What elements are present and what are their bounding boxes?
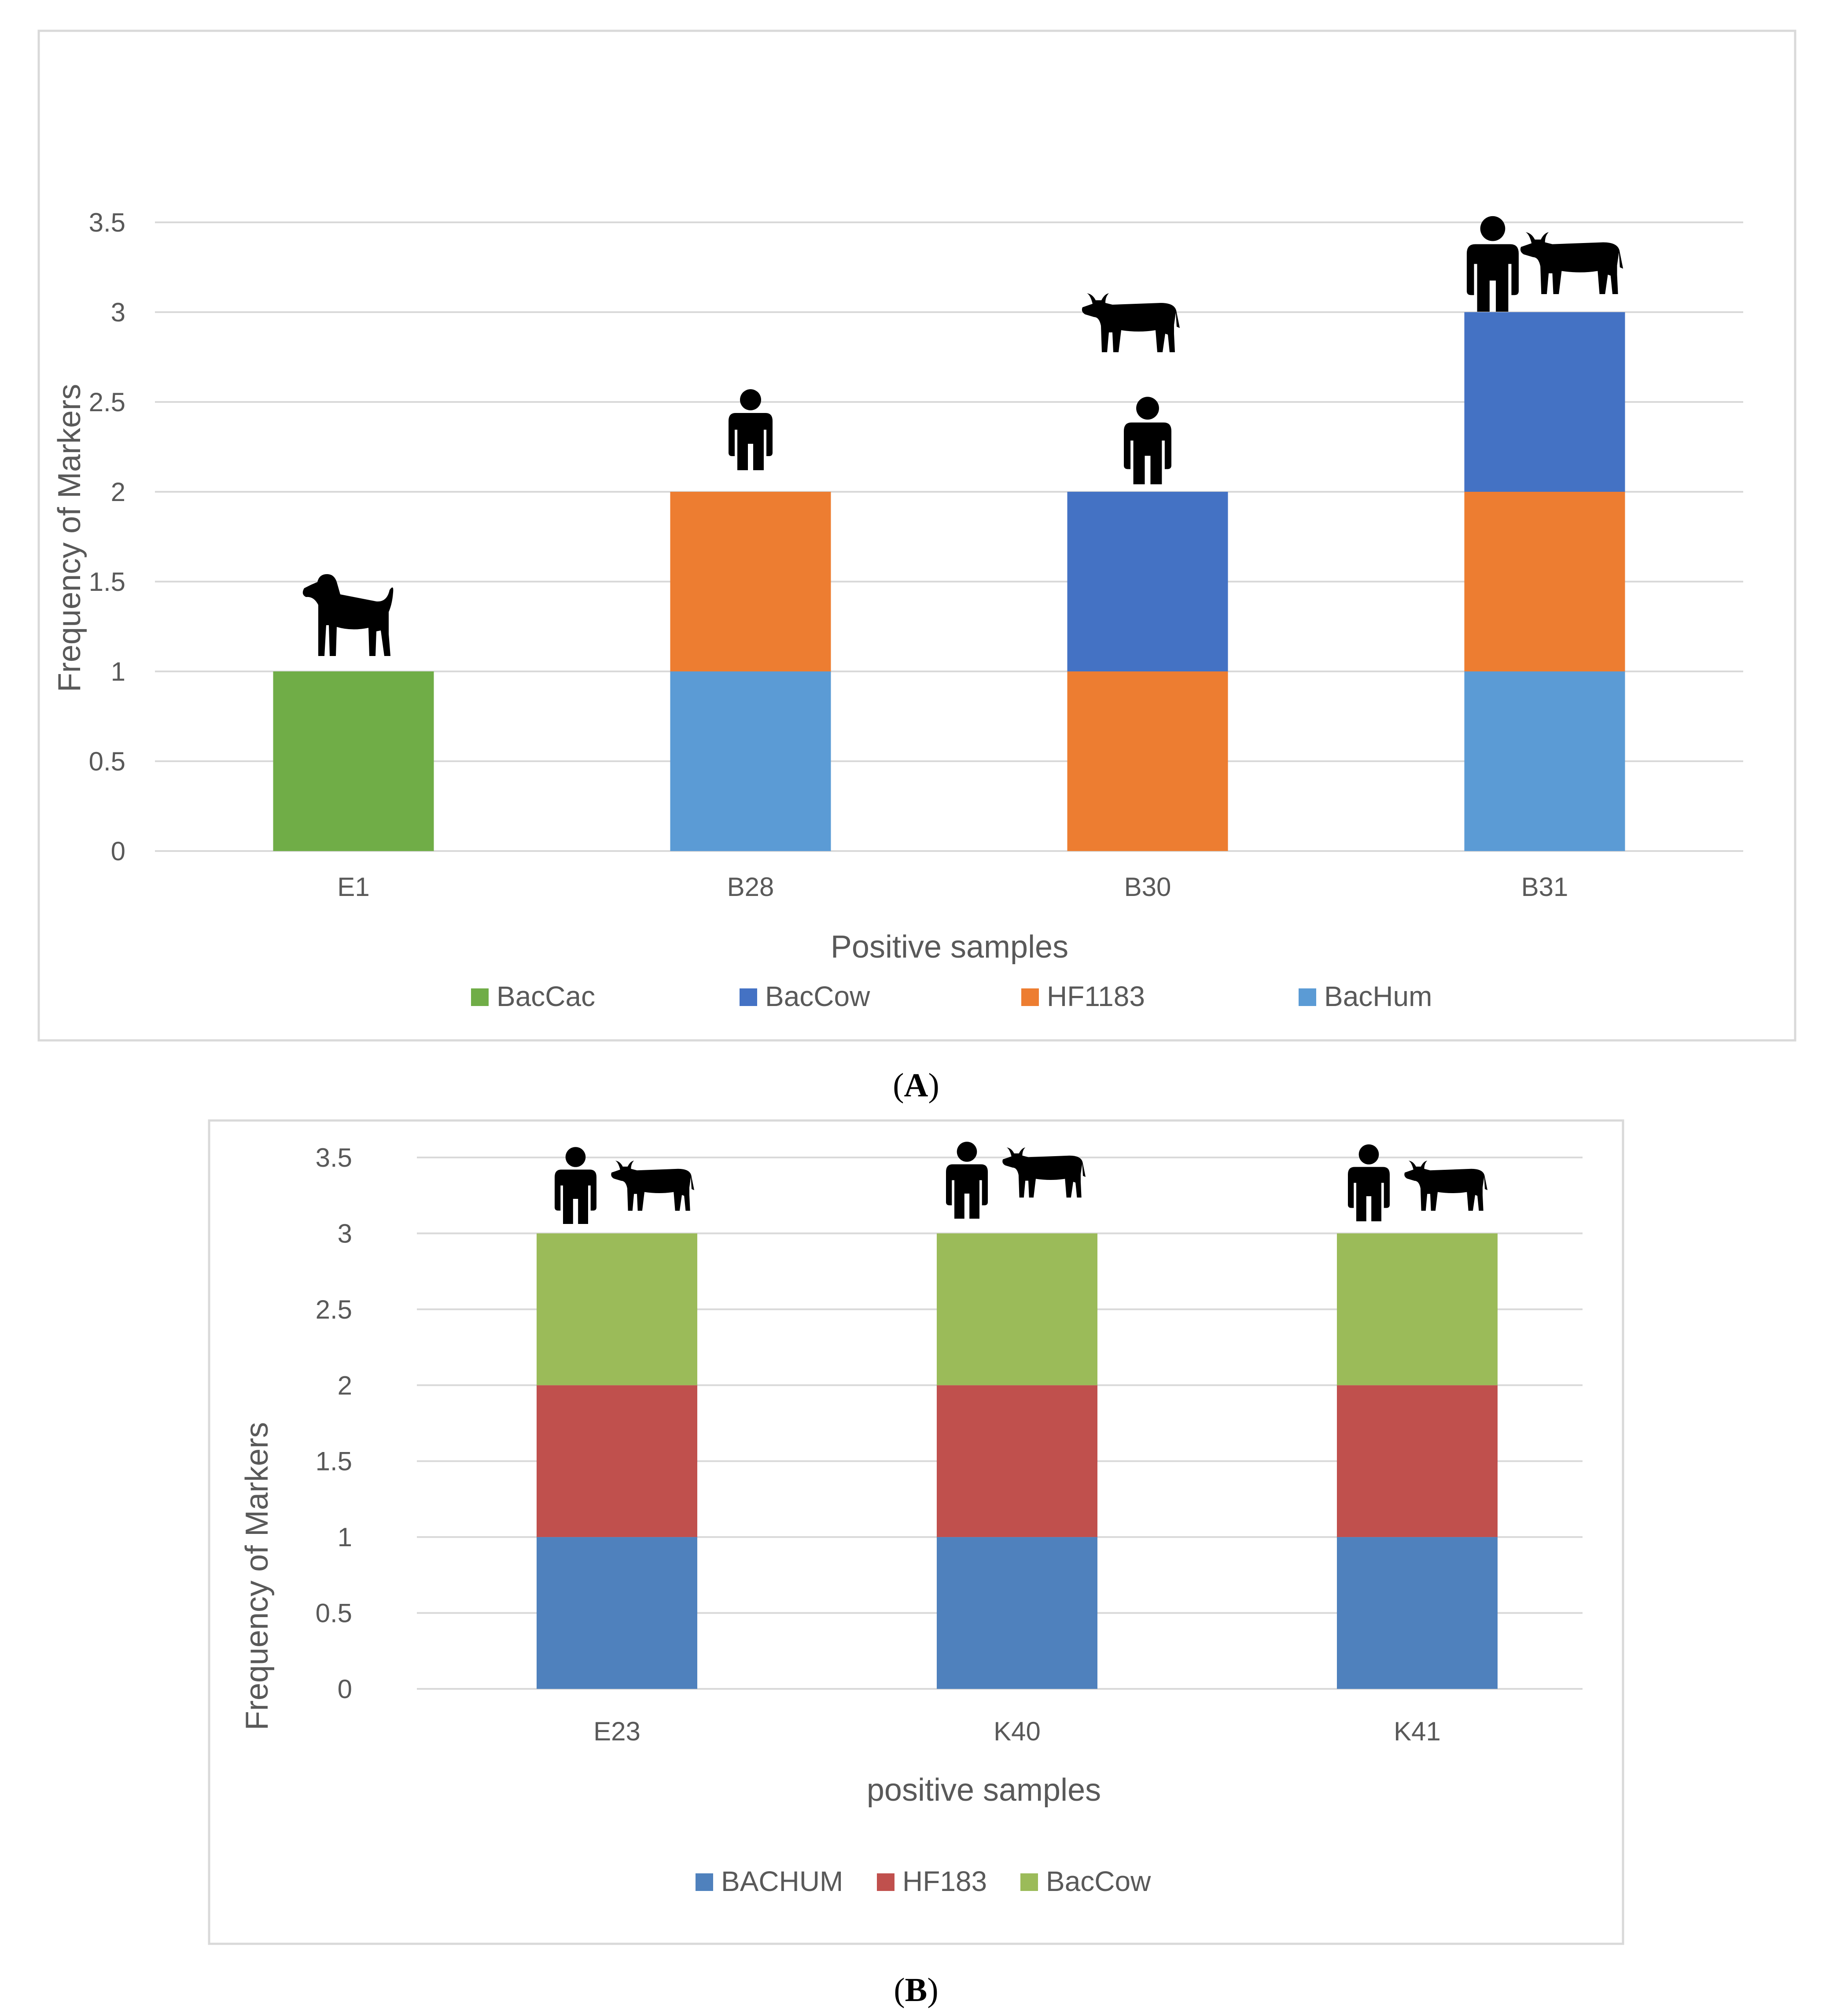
x-tick-label: B30 [1124,872,1171,902]
x-tick-label: B28 [727,872,774,902]
bar-segment-e23-baccow [537,1233,697,1386]
legend-label-baccow: BacCow [765,980,870,1012]
bar-segment-b30-hf1183 [1067,671,1228,851]
y-tick-label: 2 [338,1371,352,1400]
y-tick-label: 0.5 [316,1599,352,1628]
bar-segment-k41-bachum [1337,1537,1498,1689]
legend-label-bachum: BACHUM [721,1865,843,1897]
x-tick-label: E23 [593,1717,640,1746]
bar-segment-k41-hf183 [1337,1385,1498,1537]
bar-segment-e23-bachum [537,1537,697,1689]
bar-segment-e23-hf183 [537,1385,697,1537]
legend-swatch-baccac [471,988,489,1006]
x-tick-label: B31 [1521,872,1568,902]
legend-swatch-bachum [696,1873,713,1891]
panel-b-y-axis-title: Frequency of Markers [239,1422,275,1730]
legend-swatch-baccow [1020,1873,1038,1891]
bar-segment-k40-bachum [937,1537,1097,1689]
y-tick-label: 0 [111,837,125,866]
legend-swatch-bachum [1299,988,1316,1006]
y-tick-label: 1.5 [316,1447,352,1476]
legend-swatch-hf183 [877,1873,894,1891]
x-tick-label: K41 [1394,1717,1441,1746]
y-tick-label: 2.5 [89,387,125,417]
bar-segment-k40-hf183 [937,1385,1097,1537]
panel-a-y-axis-title: Frequency of Markers [52,384,87,692]
panel-b-legend: BACHUM HF183 BacCow [696,1865,1151,1897]
legend-label-baccac: BacCac [497,980,595,1012]
caption-b: (B) [894,1972,938,2009]
panel-a-y-tick-labels: 0 0.5 1 1.5 2 2.5 3 3.5 [89,208,125,866]
panel-a-legend: BacCac BacCow HF1183 BacHum [471,980,1432,1012]
y-tick-label: 1.5 [89,567,125,597]
bar-segment-b30-baccow [1067,492,1228,671]
y-tick-label: 3 [338,1219,352,1248]
bar-segment-b31-baccow [1464,312,1625,492]
y-tick-label: 0.5 [89,747,125,776]
bar-segment-b31-hf1183 [1464,492,1625,671]
y-tick-label: 2.5 [316,1295,352,1324]
legend-label-hf1183: HF1183 [1047,980,1145,1012]
y-tick-label: 2 [111,477,125,507]
panel-a-bars [273,312,1625,851]
panel-b-x-axis-title: positive samples [867,1773,1101,1808]
legend-label-bachum: BacHum [1324,980,1432,1012]
panel-a-x-axis-title: Positive samples [831,929,1068,965]
y-tick-label: 3.5 [89,208,125,237]
legend-label-hf183: HF183 [902,1865,987,1897]
panel-b-x-tick-labels: E23 K40 K41 [593,1717,1441,1746]
panel-a-x-tick-labels: E1 B28 B30 B31 [337,872,1568,902]
y-tick-label: 3.5 [316,1143,352,1172]
y-tick-label: 1 [111,657,125,686]
y-tick-label: 0 [338,1674,352,1704]
bar-segment-b28-hf1183 [670,492,831,671]
legend-swatch-hf1183 [1021,988,1039,1006]
bar-segment-k41-baccow [1337,1233,1498,1386]
legend-swatch-baccow [740,988,757,1006]
y-tick-label: 3 [111,298,125,327]
y-tick-label: 1 [338,1522,352,1552]
bar-segment-b31-bachum [1464,671,1625,851]
bar-segment-k40-baccow [937,1233,1097,1386]
x-tick-label: E1 [337,872,369,902]
panel-b-bars [537,1233,1498,1689]
x-tick-label: K40 [994,1717,1041,1746]
legend-label-baccow: BacCow [1046,1865,1151,1897]
caption-a: (A) [893,1067,939,1104]
bar-segment-b28-bachum [670,671,831,851]
panel-b-y-tick-labels: 0 0.5 1 1.5 2 2.5 3 3.5 [316,1143,352,1704]
bar-segment-e1-baccac [273,671,434,851]
